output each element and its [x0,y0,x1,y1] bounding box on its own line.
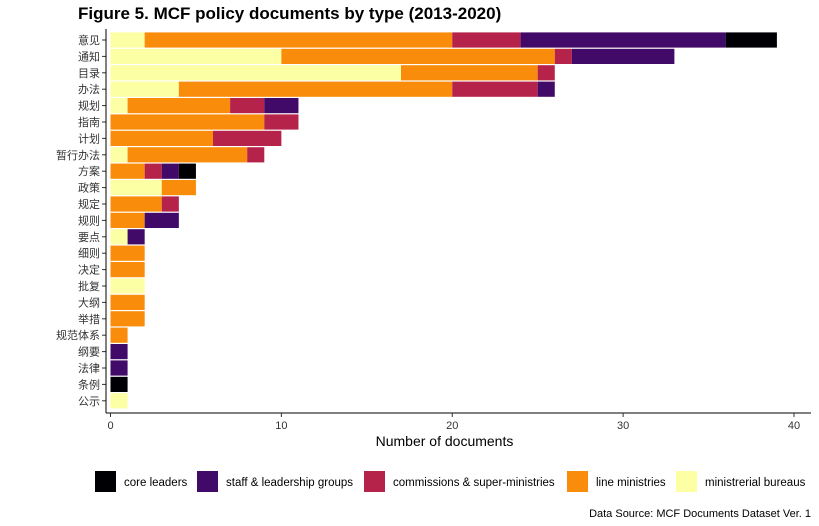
legend-swatch [197,471,218,492]
category-label: 规划 [78,99,100,113]
bar-segment [161,180,196,196]
bar-segment [110,212,145,228]
bar-segment [264,98,299,114]
category-label: 规则 [78,213,100,227]
category-label: 大纲 [78,295,100,309]
bar-segment [110,229,128,245]
category-label: 要点 [78,231,100,244]
category-label: 办法 [78,82,100,96]
category-labels: 意见通知目录办法规划指南计划暂行办法方案政策规定规则要点细则决定批复大纲举措规范… [56,33,106,408]
legend-label: commissions & super-ministries [393,477,555,489]
legend-label: staff & leadership groups [226,477,353,489]
bar-segment [127,98,231,114]
bar-segment [400,65,538,81]
legend-swatch [95,471,116,492]
bar-segment [110,327,128,343]
bar-segment [144,163,162,179]
bar-segment [161,196,179,212]
category-label: 举措 [78,312,100,326]
category-label: 规范体系 [56,328,100,342]
category-label: 决定 [78,263,100,277]
bar-segment [110,98,128,114]
bar-segment [110,130,214,146]
bar-segment [110,344,128,360]
bar-segment [537,81,555,97]
bar-segment [452,81,538,97]
category-label: 纲要 [78,346,100,359]
bar-segment [110,360,128,376]
bar-segment [110,65,401,81]
x-axis-title: Number of documents [376,433,514,449]
x-tick-label: 40 [788,420,800,432]
category-label: 公示 [78,395,100,408]
category-label: 暂行办法 [56,148,100,162]
bar-segment [144,212,179,228]
bar-segment [110,180,162,196]
bar-segment [110,311,145,327]
bar-segment [110,245,145,261]
bar-segment [110,294,145,310]
bar-segment [110,393,128,409]
bar-segment [110,262,145,278]
bar-segment [144,32,453,48]
bar-segment [520,32,726,48]
bar-segment [178,163,196,179]
bar-segment [110,32,145,48]
bar-segment [110,114,265,130]
category-label: 通知 [78,49,100,63]
legend-swatch [567,471,588,492]
category-label: 批复 [78,279,100,293]
category-label: 意见 [78,33,100,47]
bar-segment [264,114,299,130]
x-tick-label: 10 [275,420,287,432]
x-ticks: 0 10 20 30 40 [107,413,800,432]
chart-title: Figure 5. MCF policy documents by type (… [78,4,501,23]
bar-segment [537,65,555,81]
bars-layer [110,32,777,409]
bar-segment [230,98,265,114]
legend: core leaders staff & leadership groups com… [95,471,806,492]
x-tick-label: 20 [446,420,458,432]
bar-segment [213,130,282,146]
bar-segment [178,81,453,97]
category-label: 目录 [78,67,100,80]
bar-segment [110,376,128,392]
bar-segment [281,48,555,64]
bar-segment [725,32,777,48]
bar-segment [127,147,248,163]
bar-segment [571,48,675,64]
legend-label: core leaders [124,477,188,489]
bar-segment [127,229,145,245]
legend-swatch [676,471,697,492]
category-label: 指南 [78,115,100,129]
bar-segment [110,163,145,179]
bar-segment [110,48,282,64]
legend-label: ministrerial bureaus [705,477,806,489]
category-label: 方案 [78,164,100,178]
legend-swatch [364,471,385,492]
category-label: 细则 [78,247,100,260]
category-label: 条例 [78,377,100,391]
bar-segment [110,196,162,212]
caption: Data Source: MCF Documents Dataset Ver. … [589,508,811,520]
category-label: 法律 [78,361,100,375]
bar-segment [247,147,265,163]
bar-segment [110,278,145,294]
bar-segment [554,48,572,64]
category-label: 计划 [78,132,100,145]
bar-segment [452,32,521,48]
legend-label: line ministries [596,477,666,489]
x-tick-label: 0 [107,420,113,432]
x-tick-label: 30 [617,420,629,432]
bar-segment [161,163,179,179]
bar-segment [110,81,179,97]
category-label: 政策 [78,181,100,195]
bar-segment [110,147,128,163]
category-label: 规定 [78,197,100,211]
